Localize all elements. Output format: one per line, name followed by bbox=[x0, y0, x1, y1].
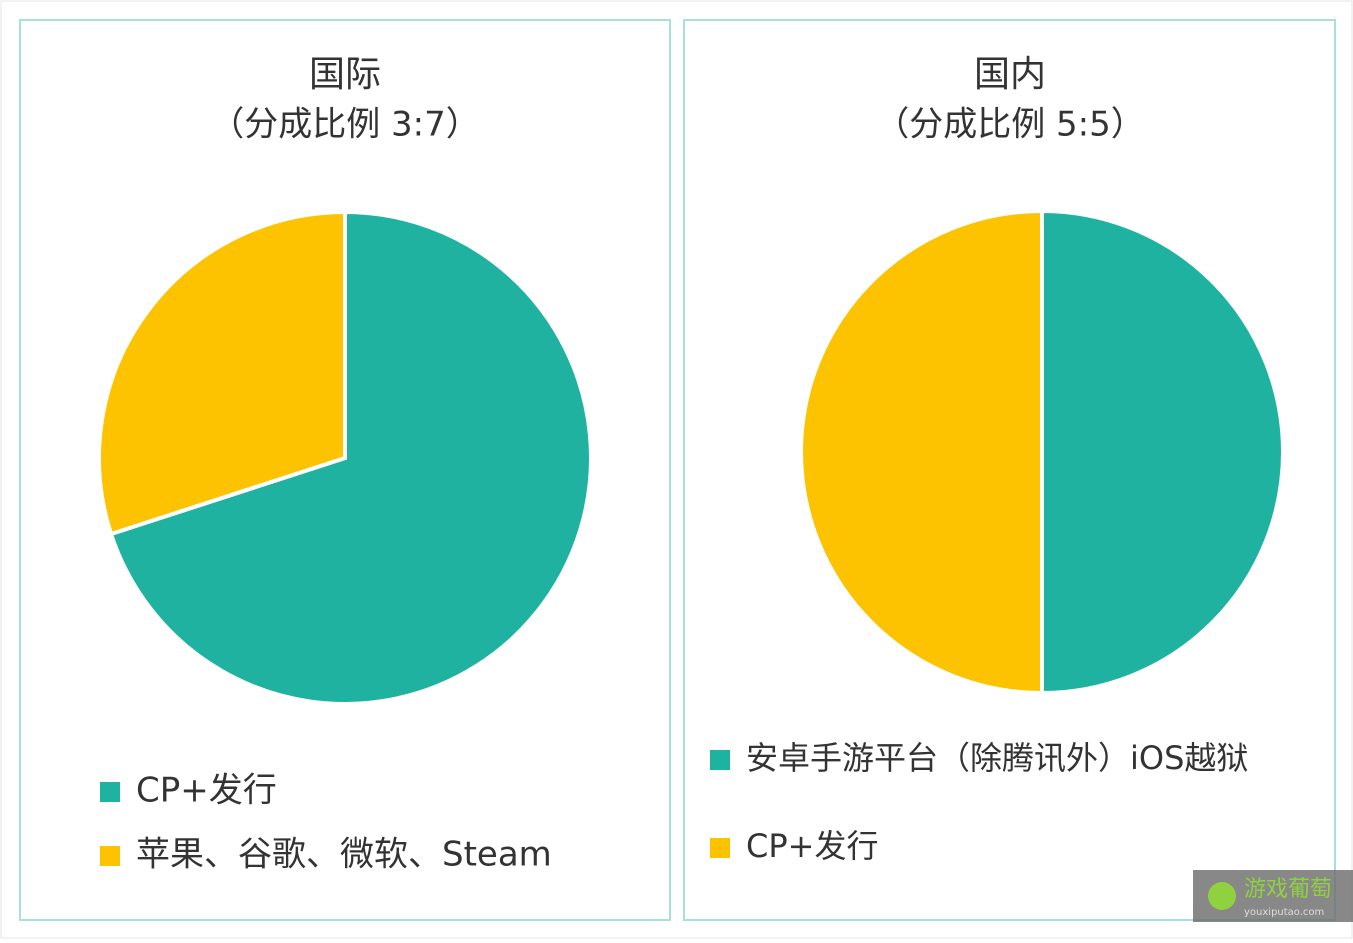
watermark-logo bbox=[1208, 882, 1236, 910]
pie-slice bbox=[97, 209, 347, 537]
watermark-name: 游戏葡萄 bbox=[1244, 877, 1332, 902]
legend-label: CP+发行 bbox=[136, 771, 277, 811]
legend-label: 苹果、谷歌、微软、Steam bbox=[136, 835, 552, 875]
chart-subtitle: （分成比例 5:5） bbox=[875, 105, 1145, 145]
legend-swatch bbox=[710, 750, 730, 770]
watermark-url: youxiputao.com bbox=[1244, 907, 1324, 918]
pie-slice bbox=[1040, 208, 1285, 696]
chart-subtitle: （分成比例 3:7） bbox=[210, 105, 480, 145]
legend-swatch bbox=[100, 782, 120, 802]
pie-slice bbox=[108, 209, 593, 706]
legend-label: 安卓手游平台（除腾讯外）iOS越狱 bbox=[746, 739, 1248, 777]
panel bbox=[19, 19, 671, 921]
legend-swatch bbox=[710, 838, 730, 858]
pie-slice bbox=[799, 208, 1044, 696]
legend-label: CP+发行 bbox=[746, 827, 878, 865]
watermark: 游戏葡萄 youxiputao.com bbox=[1193, 870, 1353, 922]
legend-swatch bbox=[100, 846, 120, 866]
chart-title: 国际 bbox=[309, 54, 381, 95]
chart-title: 国内 bbox=[974, 54, 1046, 95]
panel bbox=[683, 19, 1336, 921]
